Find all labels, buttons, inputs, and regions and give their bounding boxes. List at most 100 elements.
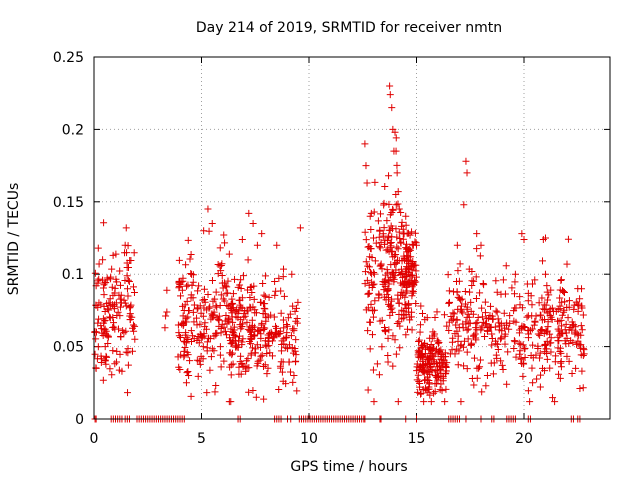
y-tick-label: 0.05 [53,340,84,356]
data-point [367,209,375,217]
data-point [277,347,285,355]
data-point [186,357,194,365]
data-point [263,370,271,378]
data-point [259,363,267,371]
data-point [578,367,586,375]
data-point [190,318,198,326]
data-point [184,313,192,321]
data-point [536,349,544,357]
data-point [523,313,531,321]
data-point [453,316,461,324]
data-point [378,343,386,351]
data-point [551,358,559,366]
data-point [257,352,265,360]
data-point [380,224,388,232]
data-point [231,275,239,283]
data-point [405,246,413,254]
data-point [265,293,273,301]
data-point [392,134,400,142]
data-point [490,359,498,367]
data-point [528,364,536,372]
data-point [243,357,251,365]
data-point [108,283,116,291]
data-point [184,368,192,376]
data-point [385,200,393,208]
data-point [503,380,511,388]
data-point [237,284,245,292]
data-point [196,360,204,368]
data-point [188,332,196,340]
data-point [221,327,229,335]
data-point [376,244,384,252]
data-point [370,208,378,216]
data-point [200,304,208,312]
data-point [190,335,198,343]
data-point [175,363,183,371]
data-point [487,302,495,310]
data-point [282,334,290,342]
data-point [498,327,506,335]
data-point [410,281,418,289]
data-point [405,269,413,277]
data-point [266,349,274,357]
data-point [220,323,228,331]
data-point [123,263,131,271]
data-point [95,315,103,323]
data-point [179,274,187,282]
data-point [539,305,547,313]
data-point [392,201,400,209]
data-point [578,326,586,334]
data-point [280,324,288,332]
data-point [530,321,538,329]
data-point [263,342,271,350]
data-point [250,332,258,340]
data-point [467,298,475,306]
data-point [499,276,507,284]
data-point [256,326,264,334]
data-point [235,296,243,304]
data-point [541,270,549,278]
data-point [574,307,582,315]
data-point [188,281,196,289]
data-point [435,347,443,355]
data-point [434,339,442,347]
data-point [416,328,424,336]
data-point [555,370,563,378]
data-point [116,281,124,289]
data-point [510,290,518,298]
data-point [560,288,568,296]
data-point [556,344,564,352]
data-point [394,295,402,303]
data-point [527,352,535,360]
data-point [177,351,185,359]
data-point [488,330,496,338]
data-point [494,340,502,348]
data-point [408,326,416,334]
data-point [247,349,255,357]
data-point [542,301,550,309]
data-point [111,325,119,333]
data-point [515,339,523,347]
data-point [220,231,228,239]
data-point [203,338,211,346]
data-point [122,224,130,232]
data-point [267,328,275,336]
data-point [279,273,287,281]
data-point [122,327,130,335]
data-point [199,343,207,351]
data-point [282,344,290,352]
data-point [373,360,381,368]
data-point [224,277,232,285]
data-point [260,291,268,299]
data-point [485,323,493,331]
data-point [378,265,386,273]
data-point [237,352,245,360]
data-point [409,262,417,270]
data-point [565,297,573,305]
data-point [460,337,468,345]
data-point [363,179,371,187]
data-point [389,206,397,214]
data-point [533,375,541,383]
data-point [418,350,426,358]
data-point [508,284,516,292]
